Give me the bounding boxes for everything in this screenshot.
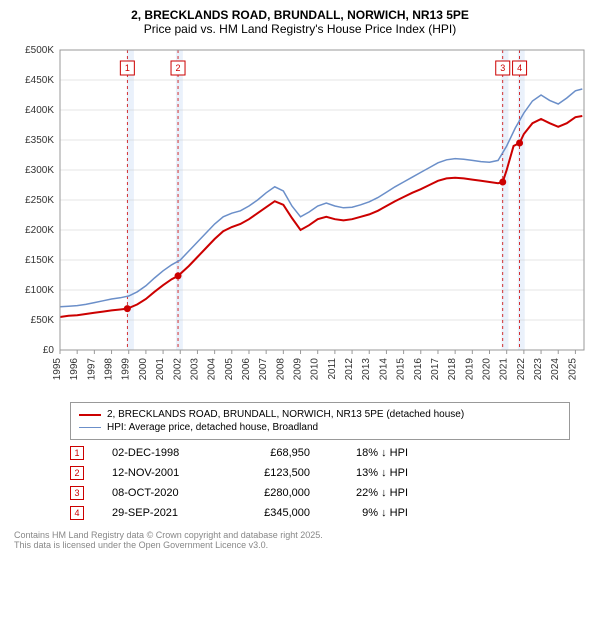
svg-text:2000: 2000 — [138, 358, 149, 381]
svg-text:1997: 1997 — [86, 358, 97, 381]
svg-text:2009: 2009 — [293, 358, 304, 381]
svg-text:1996: 1996 — [69, 358, 80, 381]
footer-line1: Contains HM Land Registry data © Crown c… — [14, 530, 586, 540]
event-marker: 3 — [70, 486, 84, 500]
svg-text:2003: 2003 — [189, 358, 200, 381]
svg-text:£500K: £500K — [25, 45, 54, 56]
legend-item: 2, BRECKLANDS ROAD, BRUNDALL, NORWICH, N… — [79, 409, 561, 420]
svg-text:£350K: £350K — [25, 135, 54, 146]
legend-swatch — [79, 427, 101, 429]
svg-text:2010: 2010 — [310, 358, 321, 381]
svg-text:£200K: £200K — [25, 225, 54, 236]
svg-text:2024: 2024 — [550, 358, 561, 381]
event-delta: 13% ↓ HPI — [338, 467, 408, 479]
svg-text:2007: 2007 — [258, 358, 269, 381]
event-price: £68,950 — [240, 447, 310, 459]
svg-text:2018: 2018 — [447, 358, 458, 381]
svg-text:2004: 2004 — [207, 358, 218, 381]
svg-text:£100K: £100K — [25, 285, 54, 296]
svg-text:2025: 2025 — [567, 358, 578, 381]
legend: 2, BRECKLANDS ROAD, BRUNDALL, NORWICH, N… — [70, 402, 570, 440]
legend-label: 2, BRECKLANDS ROAD, BRUNDALL, NORWICH, N… — [107, 409, 464, 420]
chart-subtitle: Price paid vs. HM Land Registry's House … — [10, 22, 590, 36]
event-marker: 1 — [70, 446, 84, 460]
svg-text:2017: 2017 — [430, 358, 441, 381]
event-row: 1 02-DEC-1998 £68,950 18% ↓ HPI — [70, 446, 590, 460]
svg-text:2: 2 — [176, 63, 181, 73]
event-delta: 18% ↓ HPI — [338, 447, 408, 459]
svg-text:£450K: £450K — [25, 75, 54, 86]
svg-text:2016: 2016 — [413, 358, 424, 381]
svg-text:2001: 2001 — [155, 358, 166, 381]
event-date: 12-NOV-2001 — [112, 467, 212, 479]
event-date: 08-OCT-2020 — [112, 487, 212, 499]
svg-text:2019: 2019 — [464, 358, 475, 381]
event-marker: 4 — [70, 506, 84, 520]
svg-text:2011: 2011 — [327, 358, 338, 380]
svg-text:2005: 2005 — [224, 358, 235, 381]
footer-line2: This data is licensed under the Open Gov… — [14, 540, 586, 550]
event-delta: 9% ↓ HPI — [338, 507, 408, 519]
svg-text:2008: 2008 — [275, 358, 286, 381]
svg-text:1999: 1999 — [121, 358, 132, 381]
legend-swatch — [79, 414, 101, 416]
svg-text:2023: 2023 — [533, 358, 544, 381]
event-delta: 22% ↓ HPI — [338, 487, 408, 499]
svg-text:2002: 2002 — [172, 358, 183, 381]
event-marker: 2 — [70, 466, 84, 480]
svg-text:£50K: £50K — [31, 315, 55, 326]
event-date: 29-SEP-2021 — [112, 507, 212, 519]
svg-text:3: 3 — [500, 63, 505, 73]
event-price: £280,000 — [240, 487, 310, 499]
legend-label: HPI: Average price, detached house, Broa… — [107, 422, 318, 433]
svg-text:1: 1 — [125, 63, 130, 73]
footer-attribution: Contains HM Land Registry data © Crown c… — [10, 530, 590, 550]
svg-text:1995: 1995 — [52, 358, 63, 381]
event-price: £123,500 — [240, 467, 310, 479]
svg-text:1998: 1998 — [104, 358, 115, 381]
svg-text:£300K: £300K — [25, 165, 54, 176]
event-table: 1 02-DEC-1998 £68,950 18% ↓ HPI 2 12-NOV-2001… — [70, 446, 590, 520]
svg-text:2015: 2015 — [396, 358, 407, 381]
event-row: 4 29-SEP-2021 £345,000 9% ↓ HPI — [70, 506, 590, 520]
svg-text:2020: 2020 — [482, 358, 493, 381]
chart-title: 2, BRECKLANDS ROAD, BRUNDALL, NORWICH, N… — [10, 8, 590, 22]
legend-item: HPI: Average price, detached house, Broa… — [79, 422, 561, 433]
event-row: 2 12-NOV-2001 £123,500 13% ↓ HPI — [70, 466, 590, 480]
svg-text:£150K: £150K — [25, 255, 54, 266]
chart: £0 £50K £100K £150K £200K £250K £300K £350K £400… — [10, 42, 590, 394]
svg-text:4: 4 — [517, 63, 522, 73]
svg-text:2012: 2012 — [344, 358, 355, 381]
svg-text:2021: 2021 — [499, 358, 510, 381]
event-price: £345,000 — [240, 507, 310, 519]
svg-text:2013: 2013 — [361, 358, 372, 381]
event-date: 02-DEC-1998 — [112, 447, 212, 459]
svg-text:2014: 2014 — [378, 358, 389, 381]
svg-text:£0: £0 — [43, 345, 55, 356]
svg-text:£250K: £250K — [25, 195, 54, 206]
svg-text:£400K: £400K — [25, 105, 54, 116]
svg-text:2022: 2022 — [516, 358, 527, 381]
svg-text:2006: 2006 — [241, 358, 252, 381]
event-row: 3 08-OCT-2020 £280,000 22% ↓ HPI — [70, 486, 590, 500]
